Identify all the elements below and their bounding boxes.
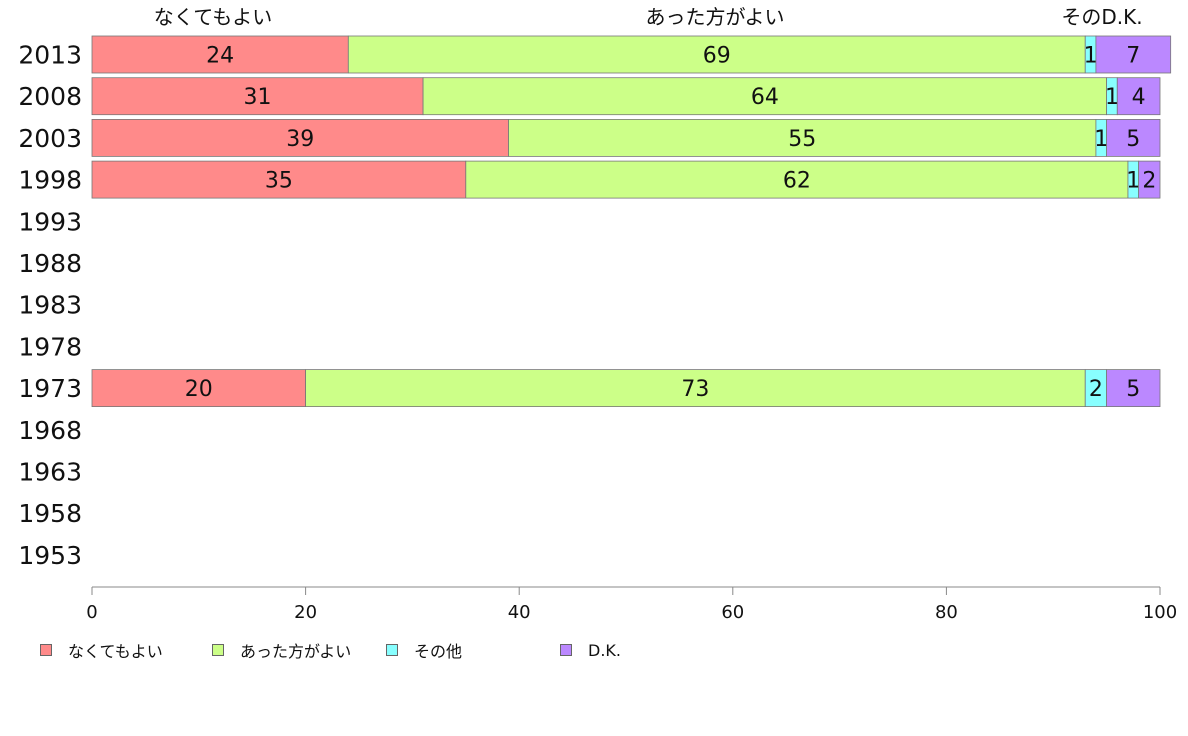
legend-swatch (560, 644, 572, 656)
bar-segment (1138, 160, 1161, 199)
year-label: 2013 (18, 41, 82, 70)
bar-segment (422, 77, 1108, 116)
year-label: 2003 (18, 124, 82, 153)
bar-value-label: 1 (1105, 85, 1119, 110)
year-label: 1983 (18, 291, 82, 320)
bar-value-label: 64 (751, 85, 779, 110)
year-label: 1988 (18, 249, 82, 278)
bar-segment (91, 369, 307, 408)
legend-swatch (386, 644, 398, 656)
bar-value-label: 35 (265, 169, 293, 194)
bar-value-label: 62 (783, 169, 811, 194)
bar-segment (91, 160, 467, 199)
year-label: 1993 (18, 207, 82, 236)
x-tick-label: 0 (86, 602, 97, 623)
bar-segment (1095, 35, 1172, 74)
bar-value-label: 24 (206, 44, 234, 69)
year-label: 1978 (18, 332, 82, 361)
bar-value-label: 7 (1126, 44, 1140, 69)
bar-value-label: 2 (1089, 377, 1103, 402)
legend-item-dk: D.K. (560, 638, 621, 662)
legend-label: なくてもよい (68, 642, 163, 661)
bar-value-label: 5 (1126, 377, 1140, 402)
x-tick-label: 60 (721, 602, 744, 623)
column-header-label: あった方がよい (646, 5, 785, 29)
year-label: 1968 (18, 416, 82, 445)
bar-value-label: 69 (703, 44, 731, 69)
bar-segment (1116, 77, 1161, 116)
bar-value-label: 31 (244, 85, 272, 110)
legend-swatch (40, 644, 52, 656)
column-header-label: そのD.K. (1061, 5, 1142, 29)
bar-value-label: 73 (681, 377, 709, 402)
year-label: 1953 (18, 541, 82, 570)
bar-value-label: 39 (286, 127, 314, 152)
legend-label: D.K. (588, 640, 621, 660)
bar-segment (91, 119, 509, 157)
year-label: 2008 (18, 82, 82, 111)
bar-value-label: 1 (1094, 127, 1108, 152)
x-tick-label: 20 (294, 602, 317, 623)
legend-label: その他 (414, 642, 463, 661)
year-label: 1963 (18, 458, 82, 487)
bar-segment (305, 369, 1086, 408)
legend-item-nakutemoyoi: なくてもよい (40, 638, 163, 662)
year-label: 1973 (18, 374, 82, 403)
legend: なくてもよい あった方がよい その他 D.K. (40, 638, 1140, 662)
bar-value-label: 55 (788, 127, 816, 152)
legend-label: あった方がよい (240, 642, 352, 661)
bar-value-label: 1 (1126, 169, 1140, 194)
bar-segment (508, 119, 1097, 157)
x-tick-label: 80 (935, 602, 958, 623)
legend-item-attahougayoi: あった方がよい (212, 638, 351, 662)
column-header-label: なくてもよい (154, 5, 272, 29)
legend-swatch (212, 644, 224, 656)
x-tick-label: 100 (1143, 602, 1177, 623)
bar-segment (1106, 119, 1161, 157)
bar-value-label: 20 (185, 377, 213, 402)
bar-segment (1106, 369, 1161, 408)
bar-segment (91, 35, 349, 74)
bar-value-label: 2 (1142, 169, 1156, 194)
legend-item-sonota: その他 (386, 638, 462, 662)
bar-segment (347, 35, 1086, 74)
bar-value-label: 1 (1084, 44, 1098, 69)
bar-value-label: 5 (1126, 127, 1140, 152)
year-label: 1998 (18, 166, 82, 195)
year-label: 1958 (18, 499, 82, 528)
bar-value-label: 4 (1132, 85, 1146, 110)
bar-segment (465, 160, 1129, 199)
x-tick-label: 40 (508, 602, 531, 623)
